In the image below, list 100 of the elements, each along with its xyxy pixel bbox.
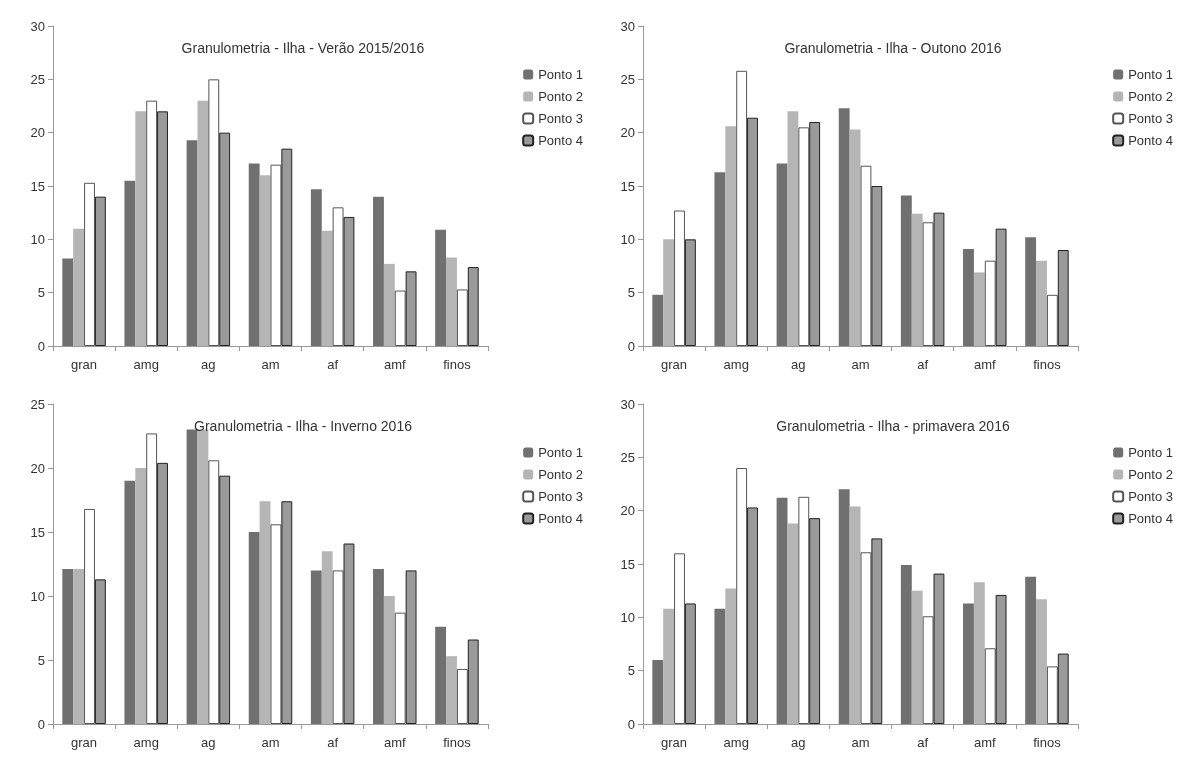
text: Granulometria - Ilha - Outono 2016: [784, 40, 1002, 56]
bar: [714, 608, 726, 724]
bar: [135, 468, 147, 724]
x-tick-label: am: [261, 735, 280, 750]
legend-label: Ponto 1: [538, 67, 584, 82]
bar: [135, 111, 147, 346]
bar: [714, 172, 726, 346]
bar: [321, 230, 333, 346]
legend-label: Ponto 4: [538, 133, 584, 148]
bar: [911, 213, 923, 346]
y-tick-label: 25: [620, 71, 635, 87]
y-tick-label: 30: [620, 396, 635, 412]
x-tick-label: finos: [1033, 735, 1062, 750]
x-tick-label: am: [851, 357, 870, 372]
bar: [84, 508, 95, 724]
bar: [373, 196, 384, 346]
bar: [270, 164, 282, 346]
x-tick-label: gran: [71, 357, 98, 372]
bar: [394, 290, 406, 346]
bar: [860, 165, 872, 346]
bar: [776, 497, 788, 724]
x-tick-label: amg: [133, 357, 159, 372]
bar: [911, 590, 923, 724]
x-tick-label: ag: [791, 357, 806, 372]
bar: [776, 163, 788, 346]
bar: [725, 588, 737, 724]
bar: [1046, 666, 1058, 724]
legend-label: Ponto 3: [1128, 111, 1174, 126]
bar: [663, 239, 675, 346]
bar: [736, 70, 748, 346]
bar: [197, 100, 209, 346]
bar: [208, 79, 220, 346]
y-tick-label: 10: [620, 609, 635, 625]
bar: [838, 489, 850, 724]
bar: [73, 569, 85, 724]
bar: [849, 506, 861, 724]
bar: [310, 570, 322, 724]
bar: [849, 129, 861, 346]
x-tick-label: af: [327, 357, 339, 372]
y-tick-label: 15: [30, 178, 45, 194]
bar: [798, 496, 810, 724]
y-tick-label: 10: [30, 231, 45, 247]
bar: [1025, 576, 1037, 724]
bar: [973, 272, 985, 346]
legend-label: Ponto 2: [1128, 89, 1174, 104]
x-tick-label: finos: [1033, 357, 1062, 372]
bar: [332, 207, 344, 346]
y-tick-label: 0: [37, 716, 45, 732]
x-tick-label: amf: [973, 357, 997, 372]
bar: [674, 553, 685, 724]
bar: [922, 222, 934, 346]
bar: [186, 429, 198, 724]
x-tick-label: finos: [443, 735, 472, 750]
legend-label: Ponto 2: [1128, 467, 1174, 482]
y-tick-label: 20: [30, 460, 45, 476]
y-tick-label: 20: [620, 503, 635, 519]
bar: [146, 100, 158, 346]
bar: [62, 569, 74, 724]
bar: [146, 433, 158, 724]
bar: [1046, 294, 1058, 346]
bar: [838, 108, 850, 346]
y-tick-label: 5: [627, 663, 635, 679]
y-tick-label: 20: [620, 125, 635, 141]
x-tick-label: amg: [723, 735, 749, 750]
x-tick-label: ag: [201, 357, 216, 372]
y-tick-label: 30: [620, 18, 635, 34]
y-tick-label: 15: [620, 178, 635, 194]
bar: [248, 163, 260, 346]
bar: [973, 582, 985, 724]
bar: [259, 175, 271, 346]
bar: [435, 626, 447, 724]
bar: [798, 127, 810, 346]
bar: [1036, 260, 1047, 346]
text: Granulometria - Ilha - Inverno 2016: [194, 418, 413, 434]
bar: [663, 608, 675, 724]
bar: [963, 248, 974, 346]
x-tick-label: af: [917, 357, 929, 372]
x-tick-label: af: [327, 735, 339, 750]
y-tick-label: 5: [37, 285, 45, 301]
legend-label: Ponto 1: [1128, 67, 1174, 82]
y-tick-label: 25: [30, 71, 45, 87]
x-tick-label: amf: [973, 735, 997, 750]
y-tick-label: 20: [30, 125, 45, 141]
legend-label: Ponto 4: [1128, 133, 1174, 148]
bar: [900, 195, 912, 346]
text: Granulometria - Ilha - Verão 2015/2016: [181, 40, 425, 56]
bar: [321, 551, 333, 724]
bar: [124, 180, 136, 346]
x-tick-label: gran: [661, 735, 688, 750]
bar: [922, 616, 934, 724]
legend-label: Ponto 2: [538, 89, 584, 104]
y-tick-label: 30: [30, 18, 45, 34]
x-tick-label: am: [851, 735, 870, 750]
x-tick-label: amg: [723, 357, 749, 372]
legend-label: Ponto 4: [1128, 511, 1174, 526]
x-tick-label: amf: [383, 735, 407, 750]
bar: [456, 289, 468, 346]
bar: [186, 140, 198, 346]
bar: [860, 552, 872, 724]
bar: [383, 263, 395, 346]
